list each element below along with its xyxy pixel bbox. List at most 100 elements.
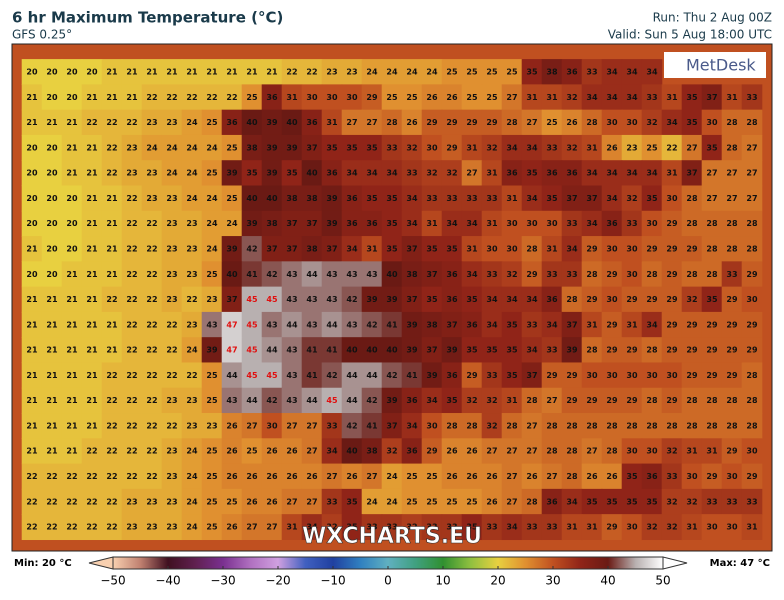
temperature-cell xyxy=(421,438,443,465)
temperature-cell xyxy=(81,185,103,212)
temperature-cell xyxy=(281,387,303,414)
temperature-cell xyxy=(141,337,163,364)
temperature-cell xyxy=(681,134,703,161)
temperature-cell xyxy=(281,109,303,136)
temperature-cell xyxy=(201,514,223,541)
temperature-value: 25 xyxy=(486,68,498,77)
temperature-value: 37 xyxy=(526,371,537,380)
temperature-value: 27 xyxy=(306,447,317,456)
temperature-cell xyxy=(141,261,163,288)
temperature-cell xyxy=(201,185,223,212)
temperature-value: 27 xyxy=(366,472,377,481)
temperature-cell xyxy=(501,185,523,212)
temperature-cell xyxy=(101,387,123,414)
temperature-cell xyxy=(181,286,203,313)
temperature-cell xyxy=(541,311,563,338)
temperature-cell xyxy=(61,210,83,237)
temperature-value: 22 xyxy=(126,472,137,481)
temperature-value: 20 xyxy=(66,219,78,228)
temperature-cell xyxy=(141,488,163,515)
temperature-cell xyxy=(561,362,583,389)
temperature-cell xyxy=(481,488,503,515)
temperature-cell xyxy=(261,134,283,161)
temperature-cell xyxy=(281,134,303,161)
temperature-value: 28 xyxy=(746,245,758,254)
temperature-cell xyxy=(181,236,203,262)
temperature-value: 25 xyxy=(406,472,418,481)
temperature-cell xyxy=(721,286,743,313)
temperature-value: 38 xyxy=(246,143,258,152)
temperature-cell xyxy=(21,185,43,212)
temperature-value: 33 xyxy=(406,169,417,178)
temperature-value: 34 xyxy=(506,143,518,152)
temperature-value: 26 xyxy=(486,497,498,506)
temperature-cell xyxy=(641,84,663,111)
temperature-value: 35 xyxy=(686,118,698,127)
subtitle: GFS 0.25° xyxy=(12,28,72,42)
temperature-cell xyxy=(661,185,683,212)
temperature-value: 36 xyxy=(466,320,478,329)
temperature-value: 29 xyxy=(626,396,638,405)
temperature-cell xyxy=(141,286,163,313)
temperature-value: 28 xyxy=(746,371,758,380)
temperature-cell xyxy=(461,160,483,187)
temperature-value: 21 xyxy=(86,371,98,380)
temperature-value: 37 xyxy=(226,295,237,304)
temperature-cell xyxy=(61,413,83,439)
temperature-value: 28 xyxy=(686,194,698,203)
temperature-value: 43 xyxy=(306,295,317,304)
temperature-value: 38 xyxy=(306,194,318,203)
temperature-cell xyxy=(621,134,643,161)
temperature-cell xyxy=(121,387,143,414)
temperature-cell xyxy=(561,488,583,515)
temperature-value: 35 xyxy=(506,320,518,329)
temperature-cell xyxy=(361,185,383,212)
temperature-value: 44 xyxy=(226,371,238,380)
temperature-cell xyxy=(501,488,523,515)
temperature-value: 21 xyxy=(106,194,118,203)
temperature-value: 37 xyxy=(326,245,337,254)
temperature-value: 42 xyxy=(346,421,357,430)
temperature-cell xyxy=(421,413,443,439)
temperature-cell xyxy=(441,413,463,439)
temperature-cell xyxy=(181,362,203,389)
temperature-value: 27 xyxy=(306,421,317,430)
temperature-cell xyxy=(381,286,403,313)
temperature-cell xyxy=(621,463,643,490)
temperature-value: 27 xyxy=(546,396,557,405)
temperature-cell xyxy=(81,160,103,187)
temperature-value: 34 xyxy=(406,194,418,203)
temperature-value: 21 xyxy=(66,118,78,127)
temperature-cell xyxy=(601,109,623,136)
temperature-cell xyxy=(661,413,683,439)
temperature-value: 29 xyxy=(446,118,458,127)
temperature-cell xyxy=(81,261,103,288)
temperature-cell xyxy=(601,488,623,515)
temperature-value: 30 xyxy=(586,371,598,380)
temperature-value: 27 xyxy=(686,143,697,152)
temperature-cell xyxy=(201,134,223,161)
temperature-value: 25 xyxy=(426,472,438,481)
temperature-cell xyxy=(121,362,143,389)
temperature-value: 20 xyxy=(46,245,58,254)
temperature-value: 28 xyxy=(646,270,658,279)
temperature-cell xyxy=(201,413,223,439)
temperature-cell xyxy=(721,463,743,490)
temperature-value: 20 xyxy=(46,219,58,228)
temperature-value: 24 xyxy=(226,219,238,228)
temperature-value: 29 xyxy=(606,346,618,355)
temperature-value: 22 xyxy=(66,497,77,506)
temperature-value: 27 xyxy=(266,523,277,532)
temperature-value: 25 xyxy=(486,93,498,102)
temperature-cell xyxy=(561,413,583,439)
temperature-cell xyxy=(601,261,623,288)
temperature-cell xyxy=(621,261,643,288)
temperature-value: 33 xyxy=(366,523,377,532)
temperature-cell xyxy=(201,59,223,85)
temperature-value: 42 xyxy=(266,270,277,279)
temperature-cell xyxy=(21,337,43,364)
temperature-value: 41 xyxy=(246,270,258,279)
temperature-cell xyxy=(621,413,643,439)
temperature-cell xyxy=(301,210,323,237)
temperature-cell xyxy=(661,109,683,136)
